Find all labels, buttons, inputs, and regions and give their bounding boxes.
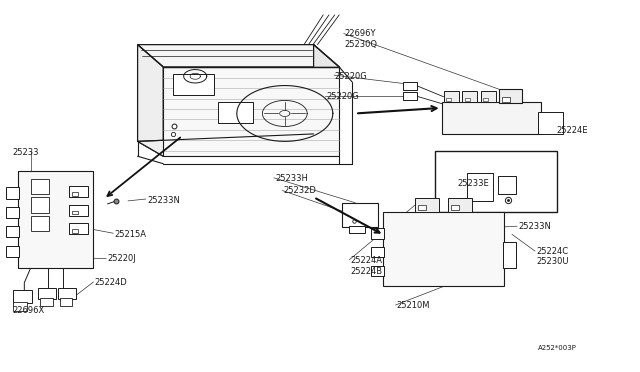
Bar bbox=[498, 176, 516, 194]
Bar bbox=[6, 187, 19, 199]
Bar bbox=[31, 179, 49, 194]
Bar bbox=[483, 98, 488, 101]
Text: 25220J: 25220J bbox=[108, 254, 136, 263]
Text: 25224C
25230U: 25224C 25230U bbox=[536, 247, 569, 266]
Bar bbox=[60, 298, 72, 306]
Bar bbox=[6, 226, 19, 237]
Bar bbox=[403, 92, 417, 100]
Bar bbox=[6, 246, 19, 257]
Bar bbox=[31, 216, 49, 231]
Bar bbox=[442, 102, 541, 134]
Bar bbox=[435, 151, 557, 212]
Bar bbox=[538, 112, 563, 134]
Bar bbox=[58, 288, 76, 299]
Polygon shape bbox=[138, 134, 339, 156]
Text: 25233E: 25233E bbox=[457, 179, 489, 187]
Bar bbox=[173, 74, 214, 95]
Text: 25210M: 25210M bbox=[397, 301, 430, 310]
Bar bbox=[38, 288, 56, 299]
Polygon shape bbox=[163, 67, 339, 156]
Bar bbox=[18, 171, 93, 268]
Text: 22696X: 22696X bbox=[13, 306, 45, 315]
Bar bbox=[371, 247, 384, 257]
Bar bbox=[465, 98, 470, 101]
Text: 25233N: 25233N bbox=[518, 222, 551, 231]
Bar bbox=[503, 242, 516, 268]
Bar bbox=[13, 290, 32, 303]
Bar bbox=[349, 226, 365, 232]
Bar bbox=[218, 102, 253, 123]
Bar bbox=[69, 205, 88, 216]
Text: 25233: 25233 bbox=[13, 148, 39, 157]
Text: 22696Y
25230Q: 22696Y 25230Q bbox=[344, 29, 378, 49]
Bar bbox=[415, 198, 439, 212]
Text: 25220G: 25220G bbox=[326, 92, 359, 101]
Bar bbox=[72, 192, 78, 196]
Bar bbox=[462, 91, 477, 102]
Bar bbox=[40, 298, 53, 306]
Polygon shape bbox=[314, 45, 339, 156]
Bar bbox=[444, 91, 459, 102]
Bar bbox=[371, 266, 384, 276]
Bar bbox=[371, 228, 384, 239]
Text: 25233N: 25233N bbox=[147, 196, 180, 205]
Bar bbox=[467, 173, 493, 201]
Text: 25215A: 25215A bbox=[114, 230, 146, 239]
Text: 25224A
25224B: 25224A 25224B bbox=[351, 256, 383, 276]
Polygon shape bbox=[138, 45, 163, 156]
Polygon shape bbox=[138, 45, 339, 67]
Text: 25224E: 25224E bbox=[557, 126, 588, 135]
Bar bbox=[418, 205, 426, 210]
Text: 25224D: 25224D bbox=[95, 278, 127, 287]
Bar bbox=[342, 203, 378, 227]
Bar bbox=[6, 207, 19, 218]
Text: A252*003P: A252*003P bbox=[538, 345, 577, 351]
Bar bbox=[451, 205, 459, 210]
Bar bbox=[502, 97, 510, 102]
Bar bbox=[69, 186, 88, 197]
Bar bbox=[13, 302, 27, 311]
Bar bbox=[403, 82, 417, 90]
Bar bbox=[448, 198, 472, 212]
Bar bbox=[72, 229, 78, 233]
Bar bbox=[446, 98, 451, 101]
Text: 25233H: 25233H bbox=[275, 174, 308, 183]
Bar bbox=[69, 223, 88, 234]
Text: 25220G: 25220G bbox=[335, 72, 367, 81]
Bar bbox=[481, 91, 496, 102]
Bar bbox=[72, 211, 78, 214]
Bar bbox=[383, 212, 504, 286]
Text: 25232D: 25232D bbox=[284, 186, 316, 195]
Bar bbox=[499, 89, 522, 103]
Bar bbox=[31, 197, 49, 213]
